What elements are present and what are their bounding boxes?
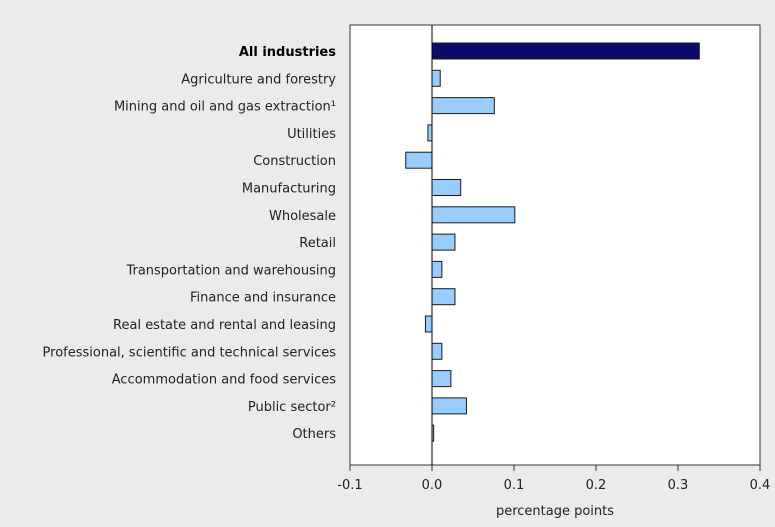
bar-8 bbox=[431, 260, 443, 278]
x-tick-label-4: 0.3 bbox=[668, 478, 689, 493]
bar-0 bbox=[431, 42, 700, 60]
category-label-1: Agriculture and forestry bbox=[181, 72, 336, 87]
category-label-11: Professional, scientific and technical s… bbox=[43, 345, 337, 360]
bars-group bbox=[405, 42, 700, 442]
category-label-0: All industries bbox=[239, 45, 336, 60]
bar-9 bbox=[431, 288, 456, 306]
category-label-3: Utilities bbox=[287, 127, 336, 142]
category-label-7: Retail bbox=[299, 236, 336, 251]
category-label-5: Manufacturing bbox=[242, 182, 336, 197]
x-axis-ticks: -0.1 0.0 0.1 0.2 0.3 0.4 bbox=[337, 465, 770, 493]
bar-4 bbox=[405, 151, 433, 169]
x-tick-label-1: 0.0 bbox=[422, 478, 443, 493]
bar-11 bbox=[431, 342, 443, 360]
x-tick-label-5: 0.4 bbox=[750, 478, 771, 493]
category-label-13: Public sector² bbox=[248, 400, 336, 415]
bar-10 bbox=[424, 315, 433, 333]
category-label-12: Accommodation and food services bbox=[112, 373, 336, 388]
bar-7 bbox=[431, 233, 456, 251]
category-label-6: Wholesale bbox=[269, 209, 336, 224]
category-label-10: Real estate and rental and leasing bbox=[113, 318, 336, 333]
bar-12 bbox=[431, 370, 452, 388]
plot-area bbox=[349, 24, 761, 466]
x-tick-label-2: 0.1 bbox=[504, 478, 525, 493]
x-tick-label-3: 0.2 bbox=[586, 478, 607, 493]
category-label-9: Finance and insurance bbox=[190, 291, 336, 306]
category-label-4: Construction bbox=[253, 154, 336, 169]
category-label-14: Others bbox=[292, 427, 336, 442]
bar-6 bbox=[431, 206, 516, 224]
bar-13 bbox=[431, 397, 467, 415]
bar-1 bbox=[431, 69, 441, 87]
category-label-8: Transportation and warehousing bbox=[125, 263, 336, 278]
bar-3 bbox=[427, 124, 433, 142]
x-axis-title: percentage points bbox=[496, 504, 614, 519]
bar-5 bbox=[431, 179, 462, 196]
x-tick-label-0: -0.1 bbox=[337, 478, 362, 493]
bar-2 bbox=[431, 97, 495, 115]
category-labels: All industries Agriculture and forestry Mi… bbox=[43, 45, 337, 442]
category-label-2: Mining and oil and gas extraction¹ bbox=[114, 100, 336, 115]
